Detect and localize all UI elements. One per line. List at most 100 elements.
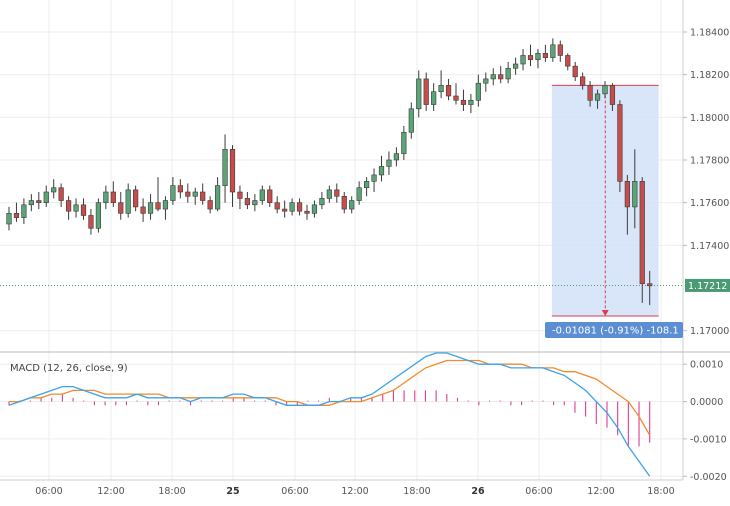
- candle[interactable]: [386, 151, 392, 175]
- candle[interactable]: [498, 66, 504, 84]
- candle[interactable]: [609, 83, 616, 111]
- candle[interactable]: [557, 40, 563, 62]
- candle[interactable]: [527, 44, 534, 67]
- candle[interactable]: [6, 206, 12, 231]
- candle[interactable]: [244, 192, 251, 210]
- candle[interactable]: [349, 196, 355, 214]
- candle[interactable]: [431, 83, 437, 111]
- candle[interactable]: [468, 93, 474, 114]
- price-tick-label: 1.17400: [690, 241, 729, 252]
- candle[interactable]: [356, 181, 362, 205]
- candle[interactable]: [438, 70, 444, 99]
- time-tick-label: 12:00: [341, 486, 368, 497]
- candle[interactable]: [423, 72, 429, 111]
- time-tick-label: 06:00: [35, 486, 62, 497]
- candle-body: [80, 204, 87, 216]
- candle-body: [393, 153, 400, 161]
- candle[interactable]: [378, 155, 385, 182]
- candle[interactable]: [632, 149, 638, 229]
- candle[interactable]: [207, 196, 213, 214]
- candle[interactable]: [259, 185, 265, 205]
- candle[interactable]: [162, 196, 169, 220]
- candle[interactable]: [453, 83, 459, 105]
- candle[interactable]: [133, 185, 139, 212]
- candle[interactable]: [460, 89, 467, 111]
- candle[interactable]: [512, 57, 519, 75]
- candle[interactable]: [639, 177, 645, 303]
- candle[interactable]: [43, 185, 49, 207]
- candle[interactable]: [28, 194, 34, 212]
- candle[interactable]: [617, 100, 623, 192]
- candle[interactable]: [95, 198, 101, 233]
- candle[interactable]: [550, 38, 556, 62]
- candle[interactable]: [565, 53, 571, 71]
- candle[interactable]: [170, 177, 176, 205]
- candle-body: [520, 55, 526, 65]
- candle[interactable]: [118, 192, 124, 220]
- candle-body: [252, 200, 258, 206]
- candle[interactable]: [21, 198, 27, 224]
- candle[interactable]: [73, 198, 79, 218]
- candle[interactable]: [267, 185, 273, 207]
- candle[interactable]: [580, 72, 586, 90]
- candle[interactable]: [36, 192, 42, 210]
- candle[interactable]: [587, 81, 593, 107]
- candle[interactable]: [125, 183, 131, 218]
- candle[interactable]: [594, 89, 601, 109]
- candle[interactable]: [237, 185, 243, 210]
- candle[interactable]: [490, 68, 496, 86]
- candle[interactable]: [401, 125, 407, 160]
- candle[interactable]: [51, 179, 57, 199]
- measure-label: -0.01081 (-0.91%) -108.1: [545, 321, 683, 338]
- candles[interactable]: [6, 38, 653, 306]
- candle[interactable]: [371, 168, 377, 192]
- candle[interactable]: [520, 49, 526, 71]
- candle[interactable]: [110, 181, 116, 207]
- candle[interactable]: [319, 192, 325, 210]
- candle[interactable]: [624, 174, 630, 235]
- candle[interactable]: [289, 198, 295, 216]
- candle[interactable]: [475, 74, 481, 107]
- candle[interactable]: [103, 185, 109, 210]
- candle[interactable]: [88, 209, 94, 235]
- candle-body: [51, 187, 57, 193]
- candle[interactable]: [252, 194, 258, 212]
- candle[interactable]: [155, 177, 161, 212]
- candle[interactable]: [647, 270, 653, 306]
- candle[interactable]: [229, 145, 236, 207]
- candle-body: [162, 200, 169, 210]
- candle[interactable]: [326, 185, 332, 203]
- candle[interactable]: [304, 204, 310, 220]
- candle[interactable]: [80, 198, 87, 220]
- candle[interactable]: [177, 179, 183, 199]
- candle[interactable]: [147, 194, 154, 220]
- candle[interactable]: [140, 198, 146, 222]
- candle[interactable]: [13, 202, 20, 222]
- candle[interactable]: [483, 72, 489, 92]
- candle[interactable]: [393, 147, 400, 167]
- candle[interactable]: [185, 183, 191, 203]
- candle[interactable]: [572, 61, 578, 82]
- candle[interactable]: [445, 78, 452, 101]
- candle[interactable]: [311, 200, 318, 218]
- candle[interactable]: [416, 70, 422, 118]
- candle[interactable]: [341, 192, 347, 214]
- candle[interactable]: [363, 177, 370, 197]
- candle[interactable]: [505, 61, 511, 84]
- candle[interactable]: [200, 183, 206, 205]
- candle[interactable]: [66, 196, 72, 220]
- candle[interactable]: [58, 183, 64, 207]
- candle[interactable]: [334, 183, 340, 203]
- candle[interactable]: [602, 81, 608, 99]
- candle[interactable]: [408, 102, 414, 139]
- candle[interactable]: [222, 134, 228, 203]
- candle[interactable]: [192, 187, 198, 205]
- candle[interactable]: [282, 200, 288, 218]
- candle-body: [349, 200, 355, 210]
- candle[interactable]: [274, 196, 280, 214]
- candle[interactable]: [542, 44, 548, 62]
- candle[interactable]: [535, 49, 541, 69]
- candle[interactable]: [215, 177, 221, 212]
- candle[interactable]: [296, 198, 303, 216]
